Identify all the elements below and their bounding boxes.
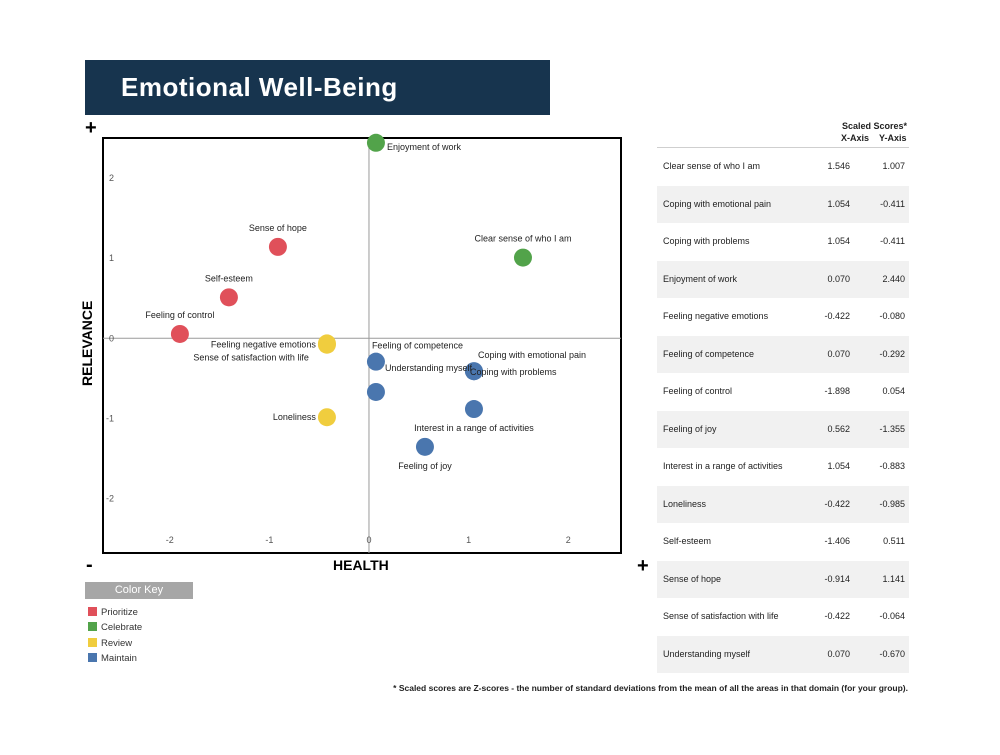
x-tick-label: -1 — [265, 535, 273, 545]
table-row: Sense of hope -0.914 1.141 — [657, 560, 909, 598]
table-row: Loneliness -0.422 -0.985 — [657, 485, 909, 523]
data-point — [170, 324, 189, 343]
data-point — [464, 400, 483, 419]
data-point — [415, 437, 434, 456]
minus-sign: - — [86, 554, 93, 576]
table-row: Coping with emotional pain 1.054 -0.411 — [657, 185, 909, 223]
point-label: Sense of hope — [249, 223, 307, 233]
y-tick-label: -1 — [106, 413, 114, 423]
point-label: Sense of satisfaction with life — [193, 352, 309, 362]
table-header-divider — [657, 147, 909, 148]
table-row: Feeling negative emotions -0.422 -0.080 — [663, 311, 905, 321]
point-label: Interest in a range of activities — [414, 423, 534, 433]
scores-header: Scaled Scores* — [842, 121, 908, 131]
point-label: Feeling negative emotions — [211, 340, 317, 350]
y-tick-label: 0 — [109, 333, 114, 343]
point-label: Self-esteem — [205, 273, 253, 283]
table-row: Feeling of joy 0.562 -1.355 — [657, 410, 909, 448]
point-label: Enjoyment of work — [387, 142, 462, 152]
table-row: Enjoyment of work 0.070 2.440 — [657, 260, 909, 298]
data-point — [317, 408, 336, 427]
plot-frame — [102, 137, 622, 554]
table-row: Feeling of competence 0.070 -0.292 — [657, 335, 909, 373]
table-row: Coping with problems 1.054 -0.411 — [663, 236, 905, 246]
key-item-prioritize: Prioritize — [88, 607, 138, 618]
y-axis-title: RELEVANCE — [79, 300, 95, 386]
table-row: Self-esteem -1.406 0.511 — [663, 536, 905, 546]
point-label: Coping with problems — [470, 367, 557, 377]
table-row: Understanding myself 0.070 -0.670 — [657, 635, 909, 673]
data-point — [366, 382, 385, 401]
title-banner: Emotional Well-Being — [85, 60, 550, 115]
x-tick-label: 0 — [366, 535, 371, 545]
table-row: Clear sense of who I am 1.546 1.007 — [663, 161, 905, 171]
y-tick-label: 1 — [109, 253, 114, 263]
point-label: Feeling of joy — [398, 461, 452, 471]
point-label: Coping with emotional pain — [478, 350, 586, 360]
data-point — [366, 133, 385, 152]
key-item-review: Review — [88, 638, 132, 649]
swatch-prioritize — [88, 607, 97, 616]
point-label: Understanding myself — [385, 363, 473, 373]
table-row: Interest in a range of activities 1.054 -0… — [663, 461, 905, 471]
point-label: Clear sense of who I am — [474, 234, 571, 244]
footnote: * Scaled scores are Z-scores - the numbe… — [393, 683, 908, 693]
data-point — [366, 352, 385, 371]
x-tick-label: -2 — [166, 535, 174, 545]
color-key-title: Color Key — [85, 582, 193, 599]
data-point — [268, 237, 287, 256]
data-point — [317, 334, 336, 353]
table-row: Feeling of control -1.898 0.054 — [663, 386, 905, 396]
x-tick-label: 2 — [566, 535, 571, 545]
y-tick-label: 2 — [109, 173, 114, 183]
x-plus-sign: + — [637, 555, 649, 577]
key-item-celebrate: Celebrate — [88, 622, 142, 633]
data-point — [513, 248, 532, 267]
y-plus-sign: + — [85, 117, 97, 139]
point-label: Feeling of control — [145, 310, 214, 320]
y-axis-header: Y-Axis — [879, 133, 907, 143]
x-axis-title: HEALTH — [333, 557, 389, 573]
table-row: Sense of satisfaction with life -0.422 -0.… — [663, 611, 905, 621]
swatch-celebrate — [88, 622, 97, 631]
data-point — [219, 288, 238, 307]
key-item-maintain: Maintain — [88, 653, 137, 664]
point-label: Feeling of competence — [372, 341, 463, 351]
y-tick-label: -2 — [106, 494, 114, 504]
x-tick-label: 1 — [466, 535, 471, 545]
x-axis-header: X-Axis — [841, 133, 870, 143]
page-title: Emotional Well-Being — [121, 72, 398, 102]
data-point — [464, 362, 483, 381]
swatch-maintain — [88, 653, 97, 662]
swatch-review — [88, 638, 97, 647]
point-label: Loneliness — [273, 412, 317, 422]
scatter-chart: -2 -1 0 1 2 2 1 0 -1 -2 Enjoyment of work Clear se… — [102, 133, 622, 554]
